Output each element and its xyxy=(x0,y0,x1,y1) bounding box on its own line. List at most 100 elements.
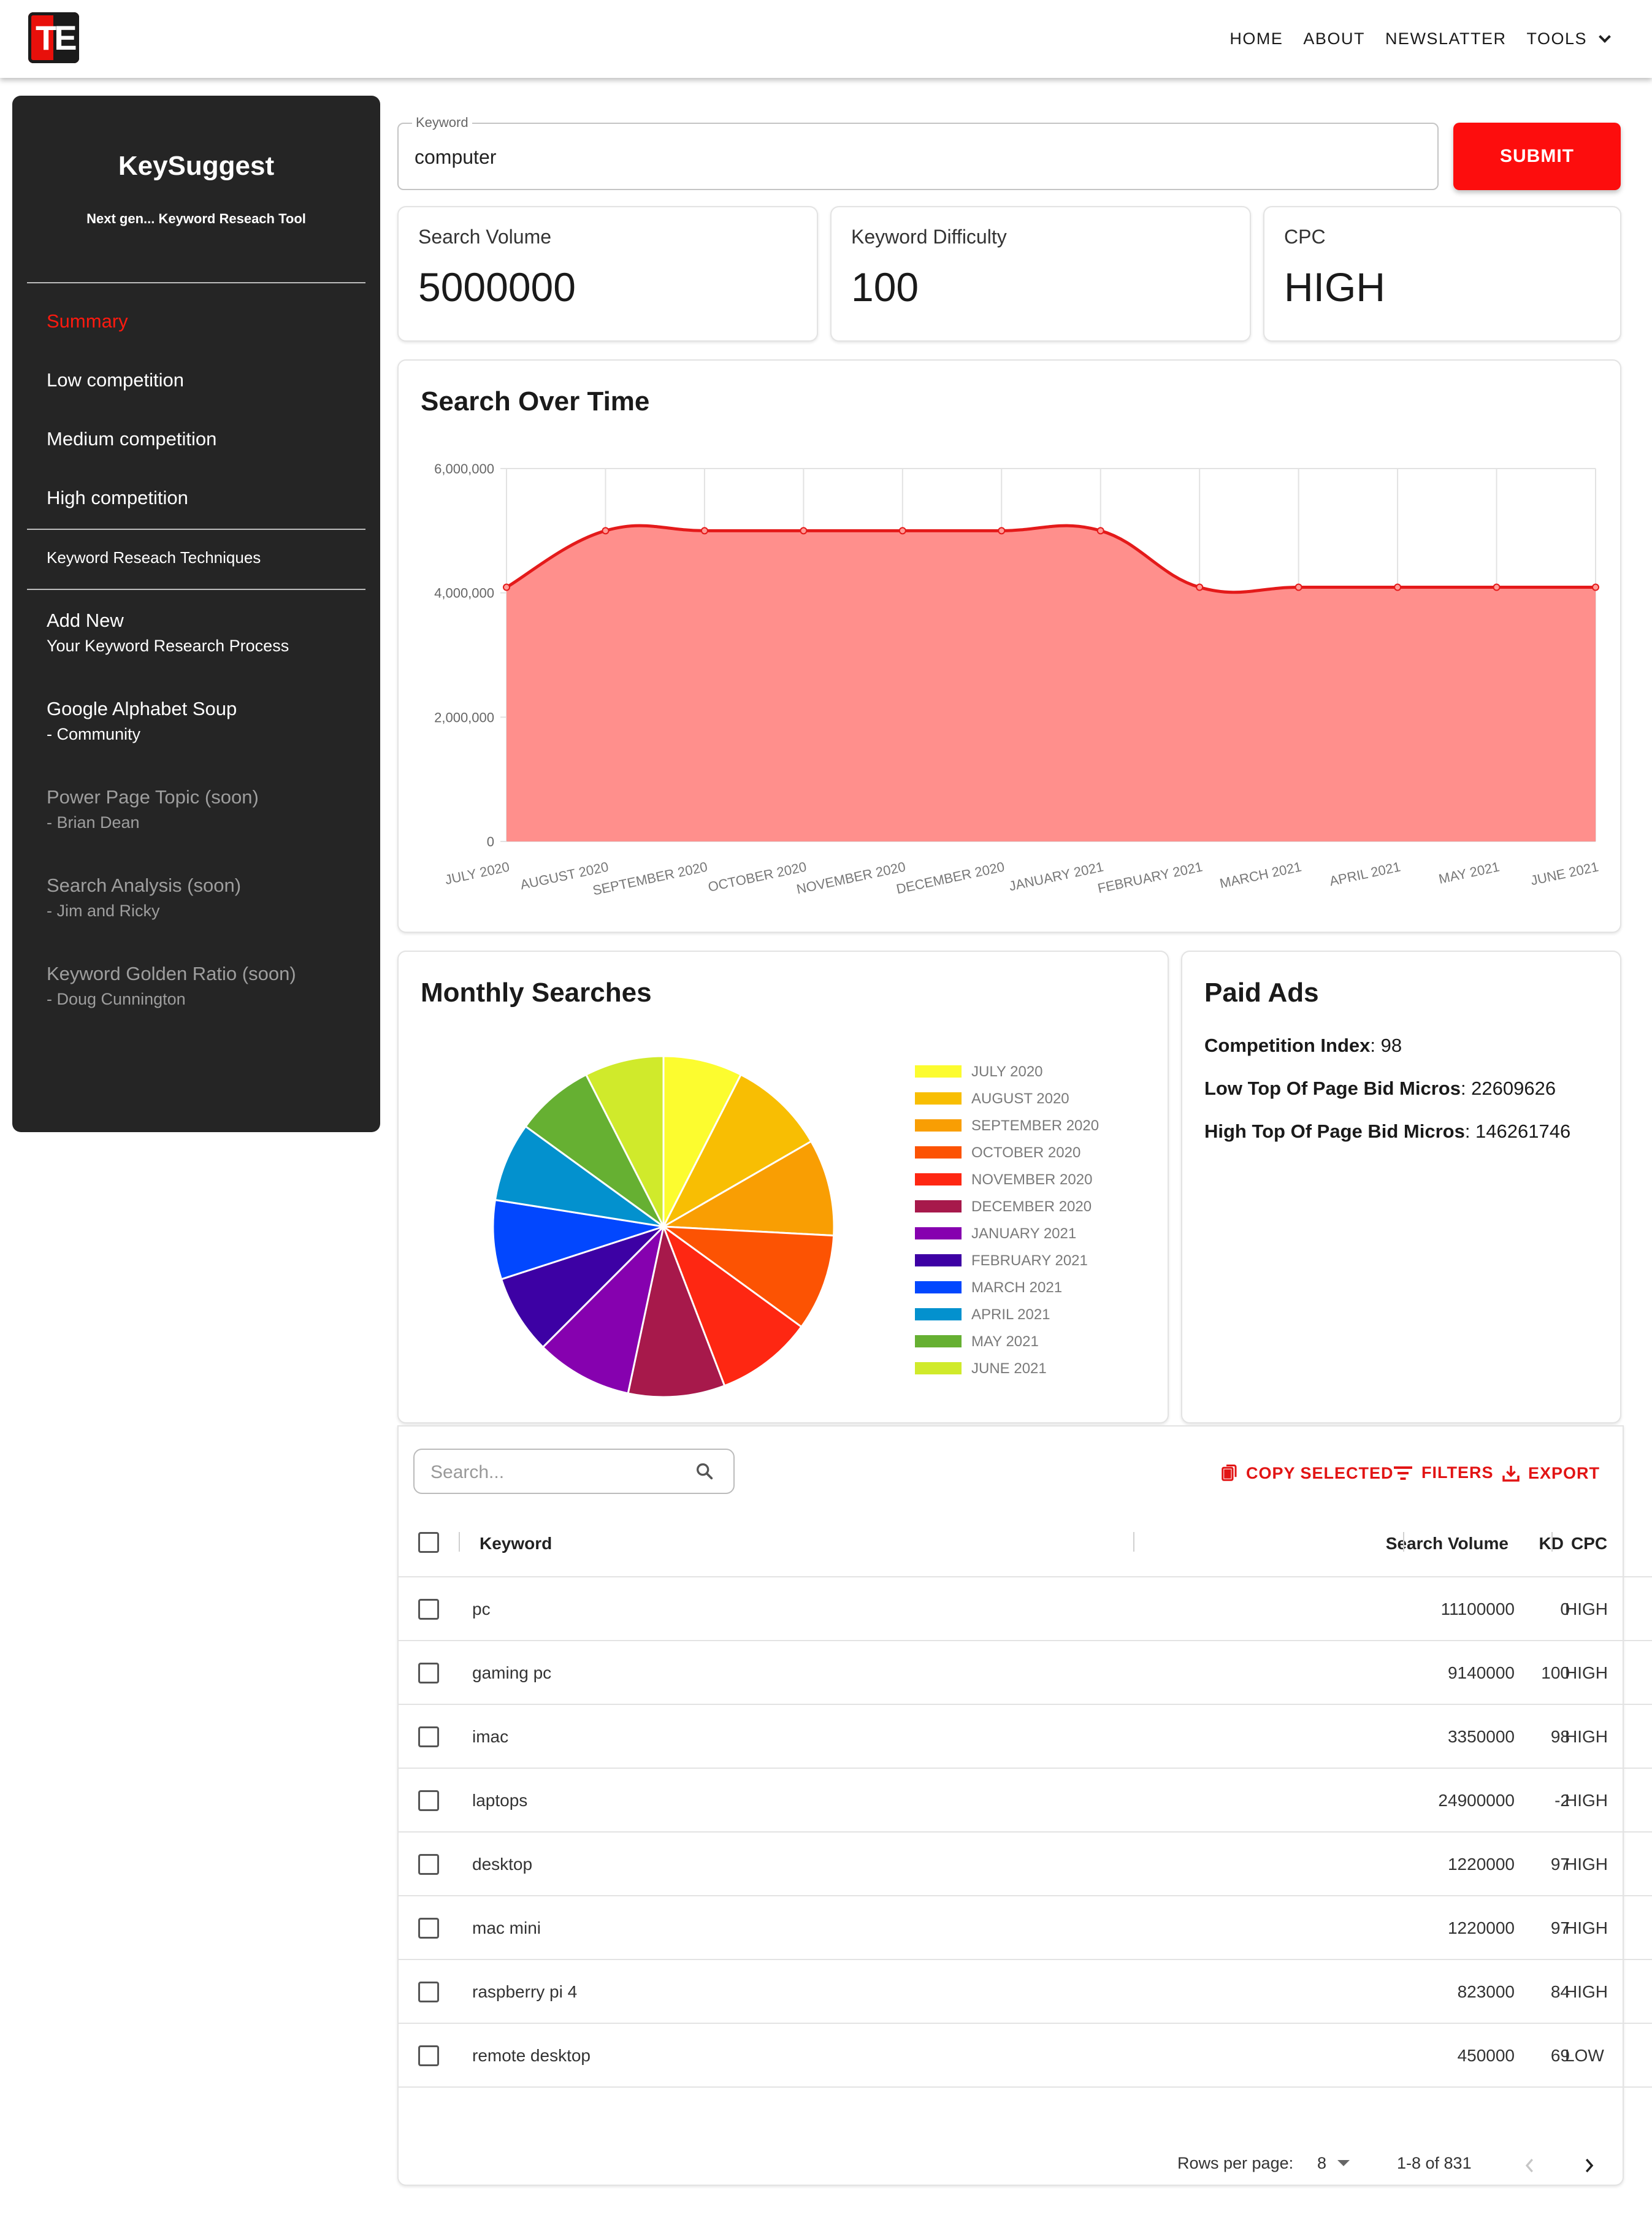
table-row[interactable]: gaming pc 9140000 100 HIGH xyxy=(399,1640,1652,1704)
legend-label: JUNE 2021 xyxy=(971,1360,1047,1377)
data-point xyxy=(503,583,510,591)
sidebar-item-techniques-header[interactable]: Keyword Reseach Techniques xyxy=(47,548,261,567)
sidebar-item-low-competition[interactable]: Low competition xyxy=(47,369,185,391)
sidebar-divider xyxy=(27,529,365,530)
sidebar-item-power-page-topic[interactable]: Power Page Topic (soon) - Brian Dean xyxy=(47,786,259,832)
legend-label: OCTOBER 2020 xyxy=(971,1144,1080,1161)
chart-title: Search Over Time xyxy=(421,386,650,416)
paid-label: Competition Index xyxy=(1204,1035,1371,1056)
cell-cpc: HIGH xyxy=(1565,1918,1608,1937)
copy-selected-button[interactable]: COPY SELECTED xyxy=(1220,1463,1394,1483)
sidebar-item-sub: - Doug Cunnington xyxy=(47,990,186,1008)
cell-kd: 97 xyxy=(1550,1855,1570,1874)
cell-cpc: HIGH xyxy=(1565,1855,1608,1874)
paid-value: : 98 xyxy=(1370,1035,1402,1056)
keyword-input[interactable]: computer xyxy=(415,146,497,168)
x-tick-label: DECEMBER 2020 xyxy=(895,859,1006,897)
table-row[interactable]: laptops 24900000 -2 HIGH xyxy=(399,1768,1652,1831)
row-checkbox[interactable] xyxy=(418,1982,439,2002)
chevron-right-icon[interactable] xyxy=(1580,2156,1598,2175)
sidebar-item-label: Power Page Topic (soon) xyxy=(47,786,259,808)
search-icon[interactable] xyxy=(694,1461,715,1482)
rows-per-page-select[interactable]: 8 xyxy=(1317,2154,1350,2173)
legend-label: JULY 2020 xyxy=(971,1063,1043,1080)
legend-swatch xyxy=(915,1200,962,1212)
paid-ads-card: Paid Ads Competition Index: 98 Low Top O… xyxy=(1181,951,1621,1423)
select-all-checkbox[interactable] xyxy=(418,1532,439,1553)
chevron-left-icon[interactable] xyxy=(1521,2156,1539,2175)
row-checkbox[interactable] xyxy=(418,1599,439,1620)
nav-home[interactable]: HOME xyxy=(1229,29,1283,48)
chart-title: Monthly Searches xyxy=(421,978,652,1008)
legend-label: MAY 2021 xyxy=(971,1333,1039,1350)
data-point xyxy=(1394,583,1402,591)
keyword-input-field[interactable]: Keyword computer xyxy=(397,115,1439,190)
column-header-cpc[interactable]: CPC xyxy=(1571,1534,1608,1553)
sidebar-item-sub: - Jim and Ricky xyxy=(47,902,160,920)
y-tick-label: 2,000,000 xyxy=(434,710,494,725)
table-row[interactable]: pc 11100000 0 HIGH xyxy=(399,1576,1652,1640)
cell-kd: 97 xyxy=(1550,1918,1570,1937)
row-checkbox[interactable] xyxy=(418,1663,439,1683)
stat-label: CPC xyxy=(1284,226,1326,248)
table-row[interactable]: desktop 1220000 97 HIGH xyxy=(399,1831,1652,1895)
logo[interactable]: TE xyxy=(28,12,79,63)
sidebar-item-summary[interactable]: Summary xyxy=(47,310,128,332)
cell-keyword: pc xyxy=(472,1599,491,1618)
legend-label: FEBRUARY 2021 xyxy=(971,1252,1088,1269)
table-search-input[interactable]: Search... xyxy=(430,1462,505,1482)
sidebar-item-high-competition[interactable]: High competition xyxy=(47,487,188,508)
pie-slice xyxy=(494,1125,664,1228)
pie-slice xyxy=(627,1223,726,1398)
nav-tools[interactable]: TOOLS xyxy=(1526,29,1611,48)
submit-button[interactable]: SUBMIT xyxy=(1453,123,1621,190)
pie-slice xyxy=(661,1073,813,1229)
column-header-keyword[interactable]: Keyword xyxy=(480,1534,553,1553)
nav-about[interactable]: ABOUT xyxy=(1303,29,1365,48)
table-row[interactable]: mac mini 1220000 97 HIGH xyxy=(399,1895,1652,1959)
legend-swatch xyxy=(915,1065,962,1078)
sidebar-item-medium-competition[interactable]: Medium competition xyxy=(47,428,217,450)
sidebar-item-google-alphabet-soup[interactable]: Google Alphabet Soup - Community xyxy=(47,698,237,744)
column-header-kd[interactable]: KD xyxy=(1478,1534,1564,1553)
cell-search-volume: 9140000 xyxy=(1447,1663,1515,1682)
legend-swatch xyxy=(915,1254,962,1266)
row-checkbox[interactable] xyxy=(418,1726,439,1747)
sidebar-item-sub: - Community xyxy=(47,725,141,743)
nav-newsletter[interactable]: NEWSLATTER xyxy=(1385,29,1507,48)
cell-keyword: remote desktop xyxy=(472,2046,591,2065)
row-checkbox[interactable] xyxy=(418,1854,439,1875)
export-button[interactable]: EXPORT xyxy=(1501,1463,1600,1483)
cell-cpc: HIGH xyxy=(1565,1663,1608,1682)
column-separator xyxy=(1133,1532,1134,1552)
row-checkbox[interactable] xyxy=(418,1918,439,1939)
sidebar-item-add-new[interactable]: Add New Your Keyword Research Process xyxy=(47,610,289,656)
pie-slice xyxy=(500,1225,665,1349)
paid-label: High Top Of Page Bid Micros xyxy=(1204,1120,1465,1142)
table-row[interactable]: remote desktop 450000 69 LOW xyxy=(399,2023,1652,2086)
sidebar-brand: KeySuggest xyxy=(118,151,275,181)
cell-kd: 100 xyxy=(1541,1663,1570,1682)
sidebar-item-label: Google Alphabet Soup xyxy=(47,698,237,719)
row-checkbox[interactable] xyxy=(418,1790,439,1811)
high-top-of-page-bid: High Top Of Page Bid Micros: 146261746 xyxy=(1204,1120,1570,1143)
sidebar-item-search-analysis[interactable]: Search Analysis (soon) - Jim and Ricky xyxy=(47,875,241,921)
column-header-search-volume[interactable]: Search Volume xyxy=(1385,1534,1509,1553)
row-checkbox[interactable] xyxy=(418,2045,439,2066)
column-separator xyxy=(459,1532,460,1552)
pie-slice xyxy=(524,1073,665,1228)
sidebar-item-keyword-golden-ratio[interactable]: Keyword Golden Ratio (soon) - Doug Cunni… xyxy=(47,963,296,1009)
sidebar: KeySuggest Next gen... Keyword Reseach T… xyxy=(12,96,380,1132)
table-search-field[interactable]: Search... xyxy=(413,1449,735,1494)
filters-label: FILTERS xyxy=(1421,1463,1494,1482)
table-row[interactable]: imac 3350000 98 HIGH xyxy=(399,1704,1652,1768)
filters-button[interactable]: FILTERS xyxy=(1392,1463,1494,1482)
table-row[interactable]: raspberry pi 4 823000 84 HIGH xyxy=(399,1959,1652,2023)
cell-kd: 84 xyxy=(1550,1982,1570,2001)
pie-slice xyxy=(660,1140,835,1237)
pie-chart: JULY 2020 AUGUST 2020 SEPTEMBER 2020 OCTOBE… xyxy=(492,1055,1099,1398)
cell-search-volume: 1220000 xyxy=(1447,1918,1515,1937)
cell-keyword: desktop xyxy=(472,1855,533,1874)
x-tick-label: MAY 2021 xyxy=(1437,859,1501,886)
